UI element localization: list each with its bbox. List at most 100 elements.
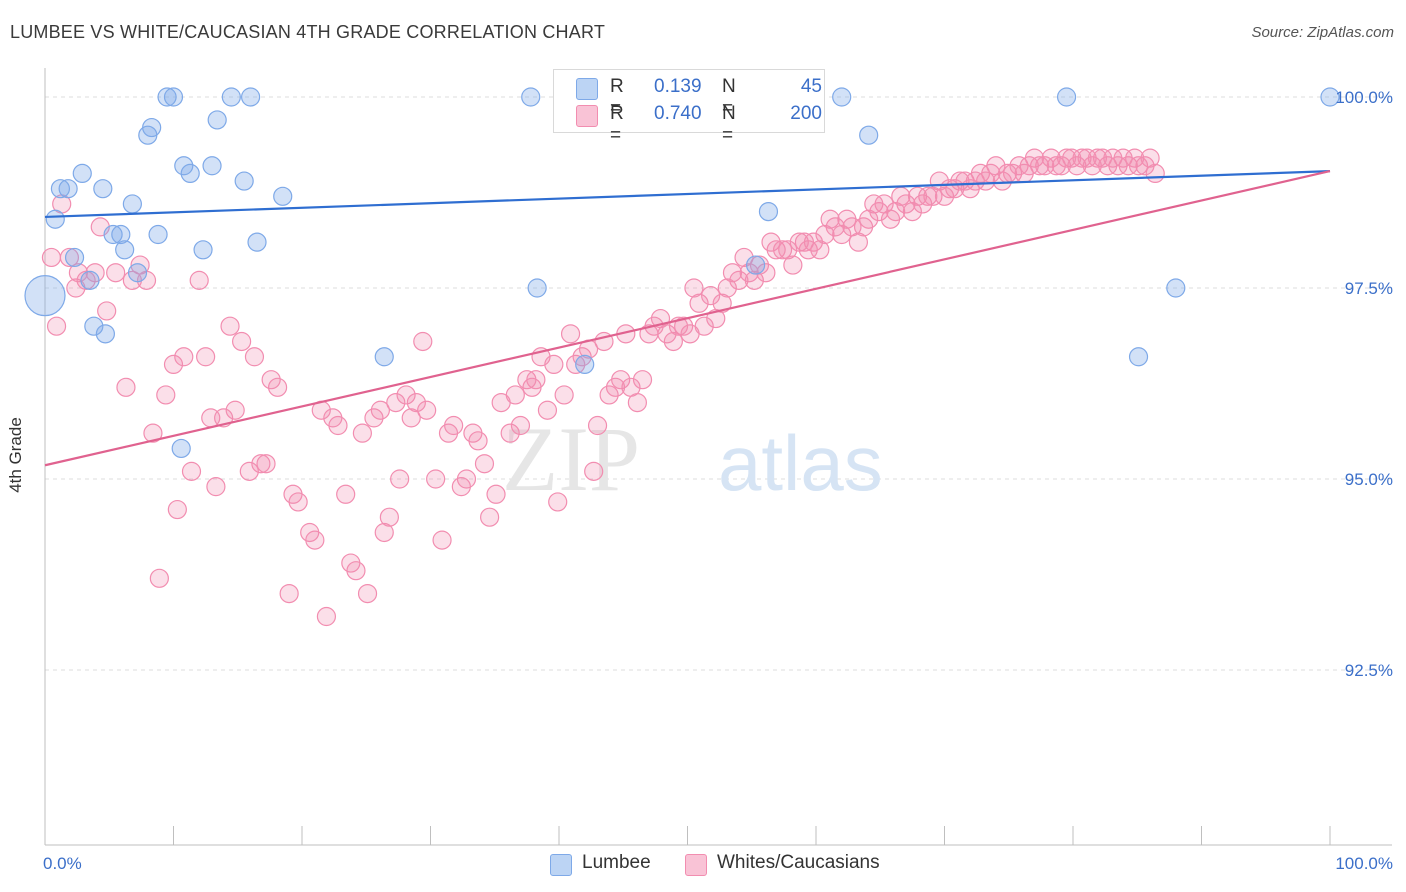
whites-point <box>352 423 372 443</box>
whites-point <box>1046 156 1066 176</box>
whites-point <box>674 316 694 336</box>
whites-point <box>772 240 793 260</box>
lumbee-point <box>234 171 254 191</box>
whites-point <box>587 415 608 436</box>
lumbee-point <box>127 263 148 283</box>
whites-point <box>456 469 477 489</box>
whites-point <box>778 240 798 260</box>
whites-point <box>712 293 732 313</box>
legend-r-label: R = <box>610 76 624 119</box>
whites-point <box>500 423 520 443</box>
whites-point <box>918 186 938 206</box>
whites-point <box>156 385 176 405</box>
lumbee-point <box>527 278 547 298</box>
whites-point <box>97 301 117 321</box>
lumbee-point <box>1128 347 1149 367</box>
tick-labels: 100.0% 97.5% 95.0% 92.5% 0.0% 100.0% <box>43 88 1393 873</box>
whites-point <box>370 400 390 420</box>
x-tick-label: 100.0% <box>1335 854 1393 873</box>
whites-point <box>256 454 276 474</box>
legend-r-value: 0.139 <box>654 76 702 97</box>
whites-point <box>444 415 464 436</box>
whites-point <box>336 484 356 504</box>
legend-n-label: N = <box>722 103 736 146</box>
whites-point <box>106 263 126 283</box>
whites-point <box>584 461 604 481</box>
whites-point <box>832 224 852 245</box>
whites-point <box>548 492 568 512</box>
whites-point <box>1118 156 1138 176</box>
legend-swatch-lumbee <box>576 78 598 100</box>
lumbee-point <box>72 163 92 183</box>
whites-point <box>174 347 194 367</box>
lumbee-point <box>859 125 879 145</box>
whites-point <box>143 423 163 443</box>
lumbee-point <box>58 179 78 199</box>
whites-point <box>232 331 252 352</box>
lumbee-point <box>95 324 115 344</box>
lumbee-point <box>521 87 541 107</box>
whites-point <box>486 484 506 504</box>
whites-point <box>859 209 879 229</box>
whites-point <box>756 263 776 283</box>
whites-point <box>544 354 564 374</box>
whites-point <box>810 240 830 260</box>
whites-point <box>346 561 366 581</box>
whites-point <box>599 385 619 405</box>
lumbee-point <box>758 202 779 222</box>
whites-point <box>510 415 531 436</box>
whites-point <box>572 347 592 367</box>
whites-point <box>729 270 749 290</box>
lumbee-point <box>64 247 85 268</box>
whites-point <box>181 461 202 481</box>
legend-swatch-whites <box>576 105 598 127</box>
lumbee-point <box>142 117 162 138</box>
whites-point <box>480 507 500 527</box>
whites-point <box>701 286 721 306</box>
lumbee-point <box>202 156 222 176</box>
whites-point <box>189 270 209 290</box>
whites-point <box>663 331 683 352</box>
whites-point <box>803 232 824 252</box>
whites-point <box>1029 156 1050 176</box>
x-tick-label: 0.0% <box>43 854 82 873</box>
whites-point <box>41 247 62 268</box>
whites-point <box>116 377 136 397</box>
whites-point <box>684 278 704 298</box>
lumbee-point <box>1056 87 1077 107</box>
whites-point <box>267 377 288 397</box>
whites-point <box>288 492 308 512</box>
lumbee-point <box>575 354 595 374</box>
whites-point <box>1128 156 1149 176</box>
whites-point <box>251 454 271 474</box>
whites-point <box>694 316 714 336</box>
lumbee-point <box>241 87 261 107</box>
series-lumbee-points <box>24 87 1340 459</box>
whites-point <box>417 400 437 420</box>
bottom-legend-label: Whites/Caucasians <box>717 852 880 873</box>
whites-point <box>225 400 245 420</box>
whites-point <box>401 408 421 428</box>
whites-point <box>734 247 754 268</box>
whites-trend-line <box>44 170 1331 467</box>
whites-point <box>468 431 488 451</box>
whites-point <box>316 606 337 627</box>
watermark-zip: ZIP <box>502 408 640 510</box>
watermark: ZIP atlas <box>502 408 883 510</box>
whites-point <box>1035 156 1055 176</box>
lumbee-point <box>221 87 241 107</box>
whites-point <box>426 469 446 489</box>
whites-point <box>406 393 426 413</box>
whites-point <box>68 263 89 283</box>
whites-point <box>357 583 378 604</box>
whites-point <box>474 454 495 474</box>
whites-point <box>59 247 80 268</box>
lumbee-point <box>273 186 293 206</box>
whites-point <box>657 324 677 344</box>
lumbee-point <box>207 110 227 130</box>
whites-point <box>1145 163 1165 183</box>
lumbee-point <box>45 209 65 229</box>
lumbee-point <box>163 87 184 107</box>
whites-point <box>722 263 743 283</box>
whites-point <box>848 232 869 252</box>
